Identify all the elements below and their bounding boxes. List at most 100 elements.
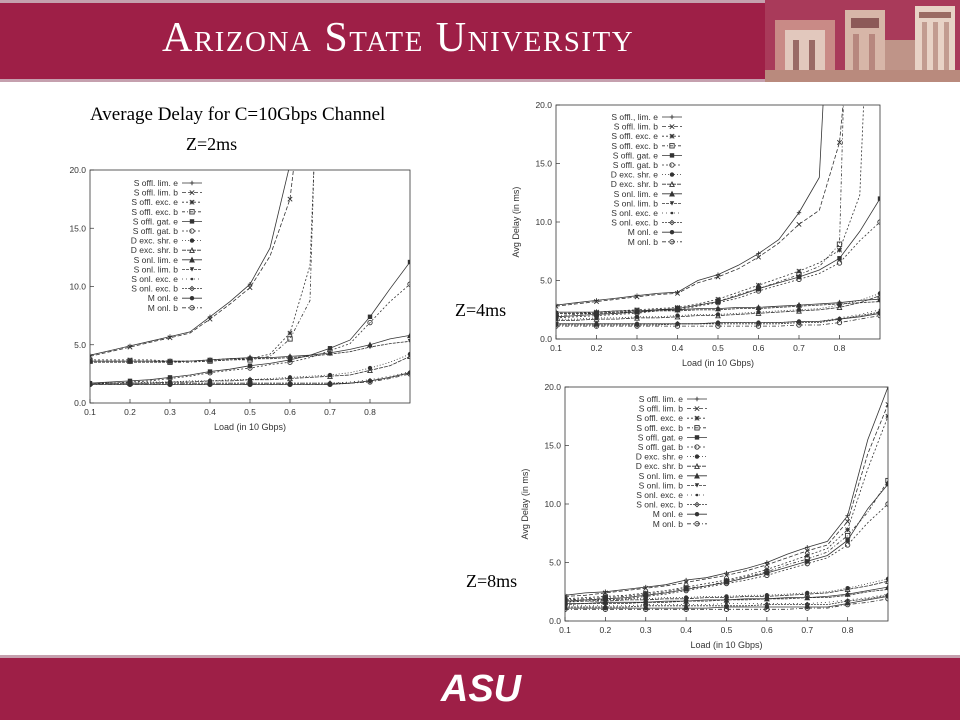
data-point [796,322,802,328]
legend-label: M onl. e [628,227,659,237]
data-point [844,542,851,548]
series-line [90,356,410,384]
data-point [756,251,761,256]
data-point [756,306,761,311]
y-tick-label: 5.0 [549,558,561,568]
data-point [287,336,293,342]
data-point [556,303,559,309]
legend-label: S onl. lim. e [639,471,684,481]
x-tick-label: 0.3 [164,407,176,417]
legend-label: D exc. shr. b [131,245,179,255]
data-point [674,323,681,329]
data-point [755,288,762,294]
data-point [367,314,373,319]
data-point [683,598,689,604]
x-tick-label: 0.4 [680,625,692,635]
data-point [247,281,253,287]
data-point [167,335,173,341]
series-line [90,170,294,357]
legend-marker [669,201,675,206]
x-axis-label: Load (in 10 Gbps) [690,640,762,650]
legend-marker [189,228,195,234]
data-point [593,299,600,305]
data-point [796,304,802,309]
data-point [805,595,810,600]
data-point [724,570,729,576]
data-point [327,381,333,388]
legend-label: S onl. exc. b [636,500,683,510]
data-point [715,312,721,319]
legend-marker [694,406,700,412]
data-point [674,313,681,320]
legend-marker [670,211,674,215]
y-tick-label: 10.0 [544,499,561,509]
data-point [723,572,730,578]
legend-label: D exc. shr. b [636,461,684,471]
data-point [764,572,770,579]
x-tick-label: 0.8 [834,343,846,353]
data-point [877,196,880,201]
legend-label: S onl. exc. e [611,208,658,218]
data-point [556,323,559,329]
legend-label: M onl. b [653,519,684,529]
data-point [755,282,762,288]
data-point [715,274,721,280]
data-point [885,501,888,507]
legend-marker [694,396,700,402]
y-tick-label: 20.0 [544,382,561,392]
legend-marker [694,483,700,488]
legend-label: S offl. gat. b [638,442,683,452]
x-tick-label: 0.1 [550,343,562,353]
legend-marker [189,285,195,292]
x-tick-label: 0.1 [559,625,571,635]
legend-label: S onl. exc. b [131,284,178,294]
y-tick-label: 20.0 [69,165,86,175]
legend-label: M onl. e [653,509,684,519]
x-tick-label: 0.4 [672,343,684,353]
legend-label: D exc. shr. e [636,452,684,462]
header-bottom-stripe [0,79,960,82]
y-tick-label: 0.0 [549,616,561,626]
data-point [674,290,681,296]
legend-label: S offl. exc. e [611,131,658,141]
chart-caption-z2: Z=2ms [186,134,238,154]
data-point [593,323,600,329]
legend-label: S offl. lim. e [639,394,684,404]
data-point [844,532,851,539]
data-point [836,241,843,247]
data-point [837,301,842,307]
data-point [643,590,649,596]
x-axis-label: Load (in 10 Gbps) [682,358,754,368]
data-point [885,578,888,584]
series-line [565,503,888,603]
y-tick-label: 0.0 [540,334,552,344]
y-tick-label: 15.0 [544,441,561,451]
legend-marker [189,180,195,186]
x-tick-label: 0.5 [244,407,256,417]
data-point [247,285,253,291]
legend-label: S onl. lim. e [614,189,659,199]
y-tick-label: 15.0 [535,159,552,169]
y-tick-label: 5.0 [74,340,86,350]
series-line [90,353,410,384]
data-point [207,316,213,322]
data-point [207,358,213,364]
data-point [556,311,559,316]
legend-marker [694,415,700,421]
data-point [207,370,213,376]
data-point [602,593,608,599]
chart-caption-z4: Z=4ms [455,300,507,320]
data-point [602,606,609,612]
legend-label: D exc. shr. e [611,170,659,180]
legend-label: S offl. gat. e [133,216,178,226]
data-point [804,561,810,567]
x-tick-label: 0.7 [793,343,805,353]
legend-marker [694,512,700,517]
plot-area [565,387,888,612]
data-point [836,247,843,253]
legend-marker [669,230,675,235]
data-point [683,577,689,583]
data-point [643,600,648,605]
legend-marker [190,277,194,281]
x-tick-label: 0.8 [842,625,854,635]
